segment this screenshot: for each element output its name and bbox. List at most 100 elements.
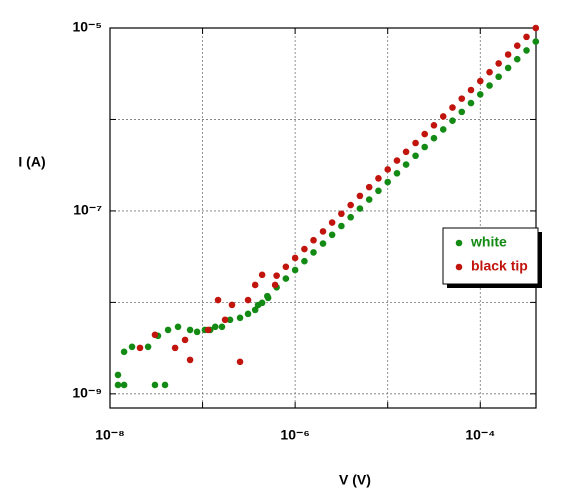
data-point (114, 381, 122, 389)
data-point (532, 24, 540, 32)
data-point (504, 64, 512, 72)
data-point (254, 301, 262, 309)
data-point (301, 257, 308, 265)
data-point (421, 130, 428, 138)
data-point (523, 47, 530, 54)
data-point (421, 143, 428, 151)
plot-area (110, 28, 536, 408)
data-point (186, 356, 194, 364)
data-point (467, 99, 475, 107)
legend-label: black tip (471, 258, 528, 274)
data-point (439, 126, 447, 133)
x-tick-label: 10⁻⁸ (95, 427, 125, 443)
data-point (186, 326, 194, 334)
data-point (476, 91, 484, 98)
data-point (402, 161, 410, 168)
data-point (161, 381, 169, 389)
data-point (467, 86, 475, 94)
data-point (251, 281, 259, 289)
data-point (244, 310, 252, 318)
data-point (513, 42, 521, 49)
data-point (291, 266, 299, 274)
data-point (221, 316, 229, 324)
y-tick-label: 10⁻⁵ (72, 19, 102, 35)
data-point (365, 196, 373, 203)
data-point (174, 323, 182, 331)
data-point (120, 381, 128, 389)
y-axis-title: I (A) (18, 154, 45, 170)
data-point (120, 348, 128, 356)
data-point (486, 68, 493, 76)
data-point (151, 381, 159, 389)
data-point (458, 108, 466, 116)
data-point (504, 51, 512, 58)
data-point (151, 331, 159, 339)
data-point (226, 316, 234, 324)
x-axis-title: V (V) (339, 472, 371, 488)
data-point (204, 326, 212, 334)
data-point (273, 272, 280, 279)
data-point (291, 254, 299, 262)
legend-marker (455, 239, 463, 247)
data-point (513, 55, 521, 63)
data-point (301, 245, 308, 253)
x-tick-label: 10⁻⁴ (465, 427, 495, 443)
data-point (319, 228, 327, 235)
data-point (495, 73, 502, 81)
data-point (412, 152, 419, 160)
data-point (384, 166, 392, 173)
data-point (236, 314, 244, 322)
data-point (402, 148, 410, 156)
data-point (338, 222, 345, 230)
data-point (218, 323, 226, 331)
data-point (236, 358, 244, 366)
data-point (347, 213, 354, 221)
data-point (211, 323, 219, 331)
data-point (251, 306, 259, 314)
data-point (384, 178, 392, 186)
data-point (114, 371, 122, 379)
data-point (375, 187, 382, 195)
plot-frame (109, 27, 537, 409)
data-point (228, 301, 236, 309)
data-point (375, 175, 382, 182)
data-point (393, 169, 401, 177)
y-tick-label: 10⁻⁹ (72, 385, 102, 401)
data-point (430, 122, 438, 129)
legend-box (442, 227, 539, 285)
data-point (282, 263, 290, 271)
data-point (264, 292, 271, 300)
y-tick-label: 10⁻⁷ (73, 202, 102, 218)
data-point (449, 104, 456, 111)
data-point (271, 281, 279, 289)
legend: white black tip (442, 227, 542, 288)
data-point (144, 343, 152, 351)
data-point (282, 275, 290, 282)
data-point (310, 236, 317, 244)
data-point (164, 326, 172, 334)
data-point (476, 77, 484, 85)
data-point (523, 33, 530, 41)
data-point (347, 201, 354, 209)
data-point (310, 249, 317, 256)
data-point (328, 231, 336, 239)
data-point (128, 343, 136, 351)
data-point (181, 336, 189, 344)
legend-marker (455, 263, 463, 271)
data-point (244, 296, 252, 304)
data-point (356, 192, 364, 200)
data-point (495, 60, 502, 67)
data-point (365, 183, 373, 191)
data-point (458, 95, 466, 102)
data-point (328, 219, 336, 226)
x-tick-label: 10⁻⁶ (280, 427, 309, 443)
data-point (136, 344, 144, 352)
data-point (338, 210, 345, 218)
data-point (486, 82, 493, 89)
data-point (449, 117, 456, 124)
data-point (412, 139, 419, 147)
data-point (171, 344, 179, 352)
data-point (214, 296, 222, 304)
data-point (356, 205, 364, 212)
